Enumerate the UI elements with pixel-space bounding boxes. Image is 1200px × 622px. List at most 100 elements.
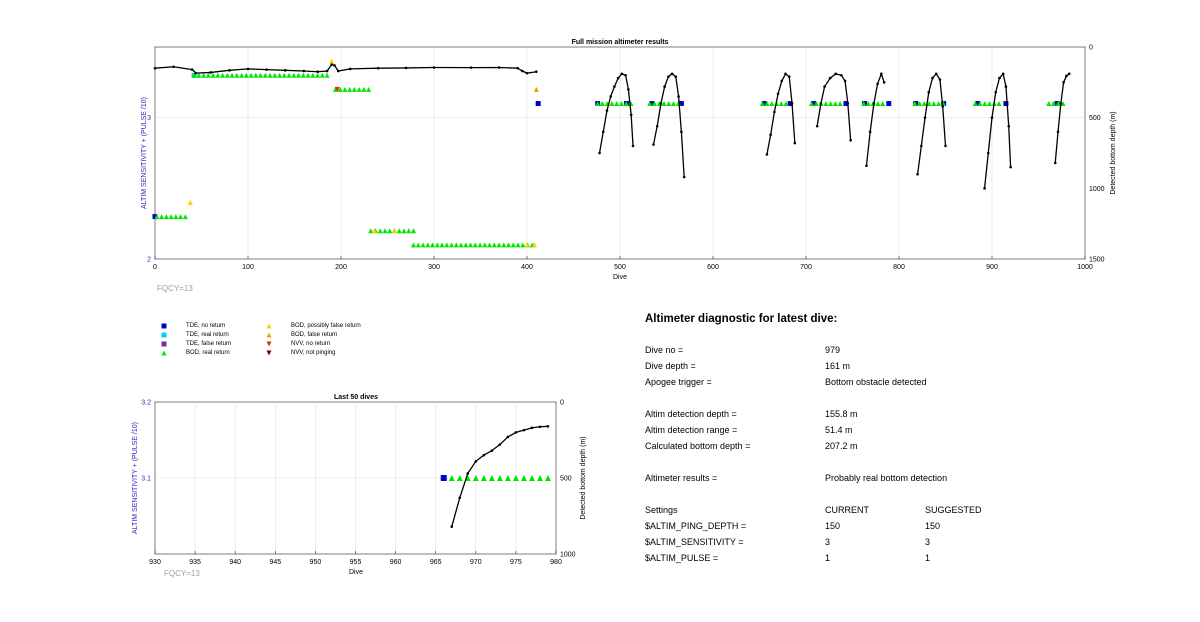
bod-real-return-marker [300, 72, 306, 78]
bod-real-return-marker [488, 475, 495, 481]
small-x-label: Dive [349, 569, 363, 576]
bod-real-return-marker [977, 101, 983, 107]
legend-item: NVV, not pinging [265, 349, 335, 358]
bod-real-return-marker [425, 242, 431, 248]
bod-real-return-marker [823, 101, 829, 107]
depth-point [876, 82, 879, 86]
bod-possibly-false-return-legend-marker [266, 323, 272, 329]
depth-point [153, 66, 157, 70]
bod-real-return-marker [305, 72, 311, 78]
y-left-tick-label: 2 [147, 257, 151, 264]
bod-real-return-marker [472, 242, 478, 248]
bod-real-return-marker [506, 242, 512, 248]
bod-real-return-marker [205, 72, 211, 78]
depth-point [944, 144, 947, 148]
small-chart-title: Last 50 dives [334, 394, 378, 401]
depth-point [333, 64, 336, 67]
bod-real-return-marker [430, 242, 436, 248]
y-right-tick-label: 1500 [1089, 257, 1105, 264]
depth-point [598, 151, 601, 155]
settings-header-row: Settings CURRENT SUGGESTED [645, 502, 1075, 518]
bottom-depth-label: Calculated bottom depth = [645, 441, 751, 451]
main-y-right-label: Detected bottom depth (m) [1110, 111, 1117, 194]
bottom-depth-value: 207.2 m [825, 441, 858, 451]
setting-current: 150 [825, 521, 841, 531]
depth-point [868, 130, 872, 134]
depth-point [882, 81, 886, 84]
depth-point [349, 67, 352, 71]
bod-real-return-marker [480, 475, 487, 481]
setting-suggested: 3 [925, 537, 931, 547]
bod-real-return-marker [595, 101, 601, 107]
bottom-depth-row: Calculated bottom depth = 207.2 m [645, 438, 1075, 454]
bod-real-return-marker [277, 72, 283, 78]
bod-real-return-marker [229, 72, 235, 78]
depth-point [246, 67, 250, 71]
bod-real-return-marker [444, 242, 450, 248]
bod-real-return-marker [921, 101, 927, 107]
depth-point [525, 71, 529, 75]
dive-depth-label: Dive depth = [645, 361, 696, 371]
bod-real-return-marker [387, 228, 393, 234]
small-y-right-label: Detected bottom depth (m) [580, 436, 587, 519]
x-tick-label: 600 [707, 264, 719, 271]
depth-point [1009, 165, 1012, 169]
depth-line [865, 71, 885, 166]
depth-point [609, 95, 612, 98]
depth-point [613, 85, 616, 88]
depth-point [931, 76, 934, 80]
bod-real-return-legend-marker [161, 350, 167, 356]
bod-real-return-marker [281, 72, 287, 78]
depth-point [627, 88, 630, 91]
bod-real-return-marker [351, 86, 357, 92]
bod-real-return-marker [769, 101, 775, 107]
bod-real-return-marker [420, 242, 426, 248]
bod-real-return-marker [239, 72, 245, 78]
nvv-no-return-legend-icon [266, 341, 272, 347]
depth-point [659, 102, 663, 105]
bod-real-return-marker [477, 242, 483, 248]
dive-no-row: Dive no = 979 [645, 342, 1075, 358]
main-chart: Full mission altimeter results 0 100 200 30… [141, 39, 1117, 293]
main-y-left-label: ALTIM SENSITIVITY + (PULSE /10) [141, 97, 148, 209]
bod-real-return-marker [315, 72, 321, 78]
bod-real-return-marker [528, 475, 535, 481]
bod-possibly-false-return-legend-icon [266, 323, 272, 329]
bod-possibly-false-return-marker [187, 199, 193, 205]
bod-real-return-marker [837, 101, 843, 107]
depth-point [482, 453, 486, 457]
depth-point [516, 66, 519, 70]
depth-point [1067, 72, 1071, 76]
results-value: Probably real bottom detection [825, 473, 948, 483]
depth-point [325, 69, 329, 73]
setting-current: 1 [825, 553, 831, 563]
depth-point [546, 425, 550, 428]
bod-real-return-marker [809, 101, 815, 107]
bod-real-return-marker [828, 101, 834, 107]
tde-no-return-marker [843, 101, 849, 107]
apogee-row: Apogee trigger = Bottom obstacle detecte… [645, 374, 1075, 390]
legend-label: TDE, no return [186, 323, 226, 329]
bod-real-return-marker [439, 242, 445, 248]
depth-point [843, 79, 847, 83]
tde-false-return-legend-icon [161, 341, 167, 347]
bod-real-return-marker [614, 101, 620, 107]
settings-header-label: Settings [645, 505, 678, 515]
depth-point [938, 78, 942, 81]
bod-real-return-marker [515, 242, 521, 248]
setting-name: $ALTIM_PING_DEPTH = [645, 521, 747, 531]
nvv-not-pinging-legend-icon [266, 350, 272, 356]
depth-point [432, 66, 436, 69]
bod-real-return-marker [520, 475, 527, 481]
bod-real-return-marker [210, 72, 216, 78]
bod-real-return-marker [544, 475, 551, 481]
depth-point [682, 175, 686, 179]
bod-real-return-marker [296, 72, 302, 78]
depth-point [784, 72, 787, 76]
small-x-tick-labels: 930 935 940 945 950 955 960 965 970 975 980 [149, 559, 562, 566]
bod-real-return-marker [342, 86, 348, 92]
depth-point [474, 459, 478, 463]
tde-real-return-legend-marker [161, 332, 167, 338]
bod-real-return-marker [319, 72, 325, 78]
x-tick-label: 930 [149, 559, 161, 566]
